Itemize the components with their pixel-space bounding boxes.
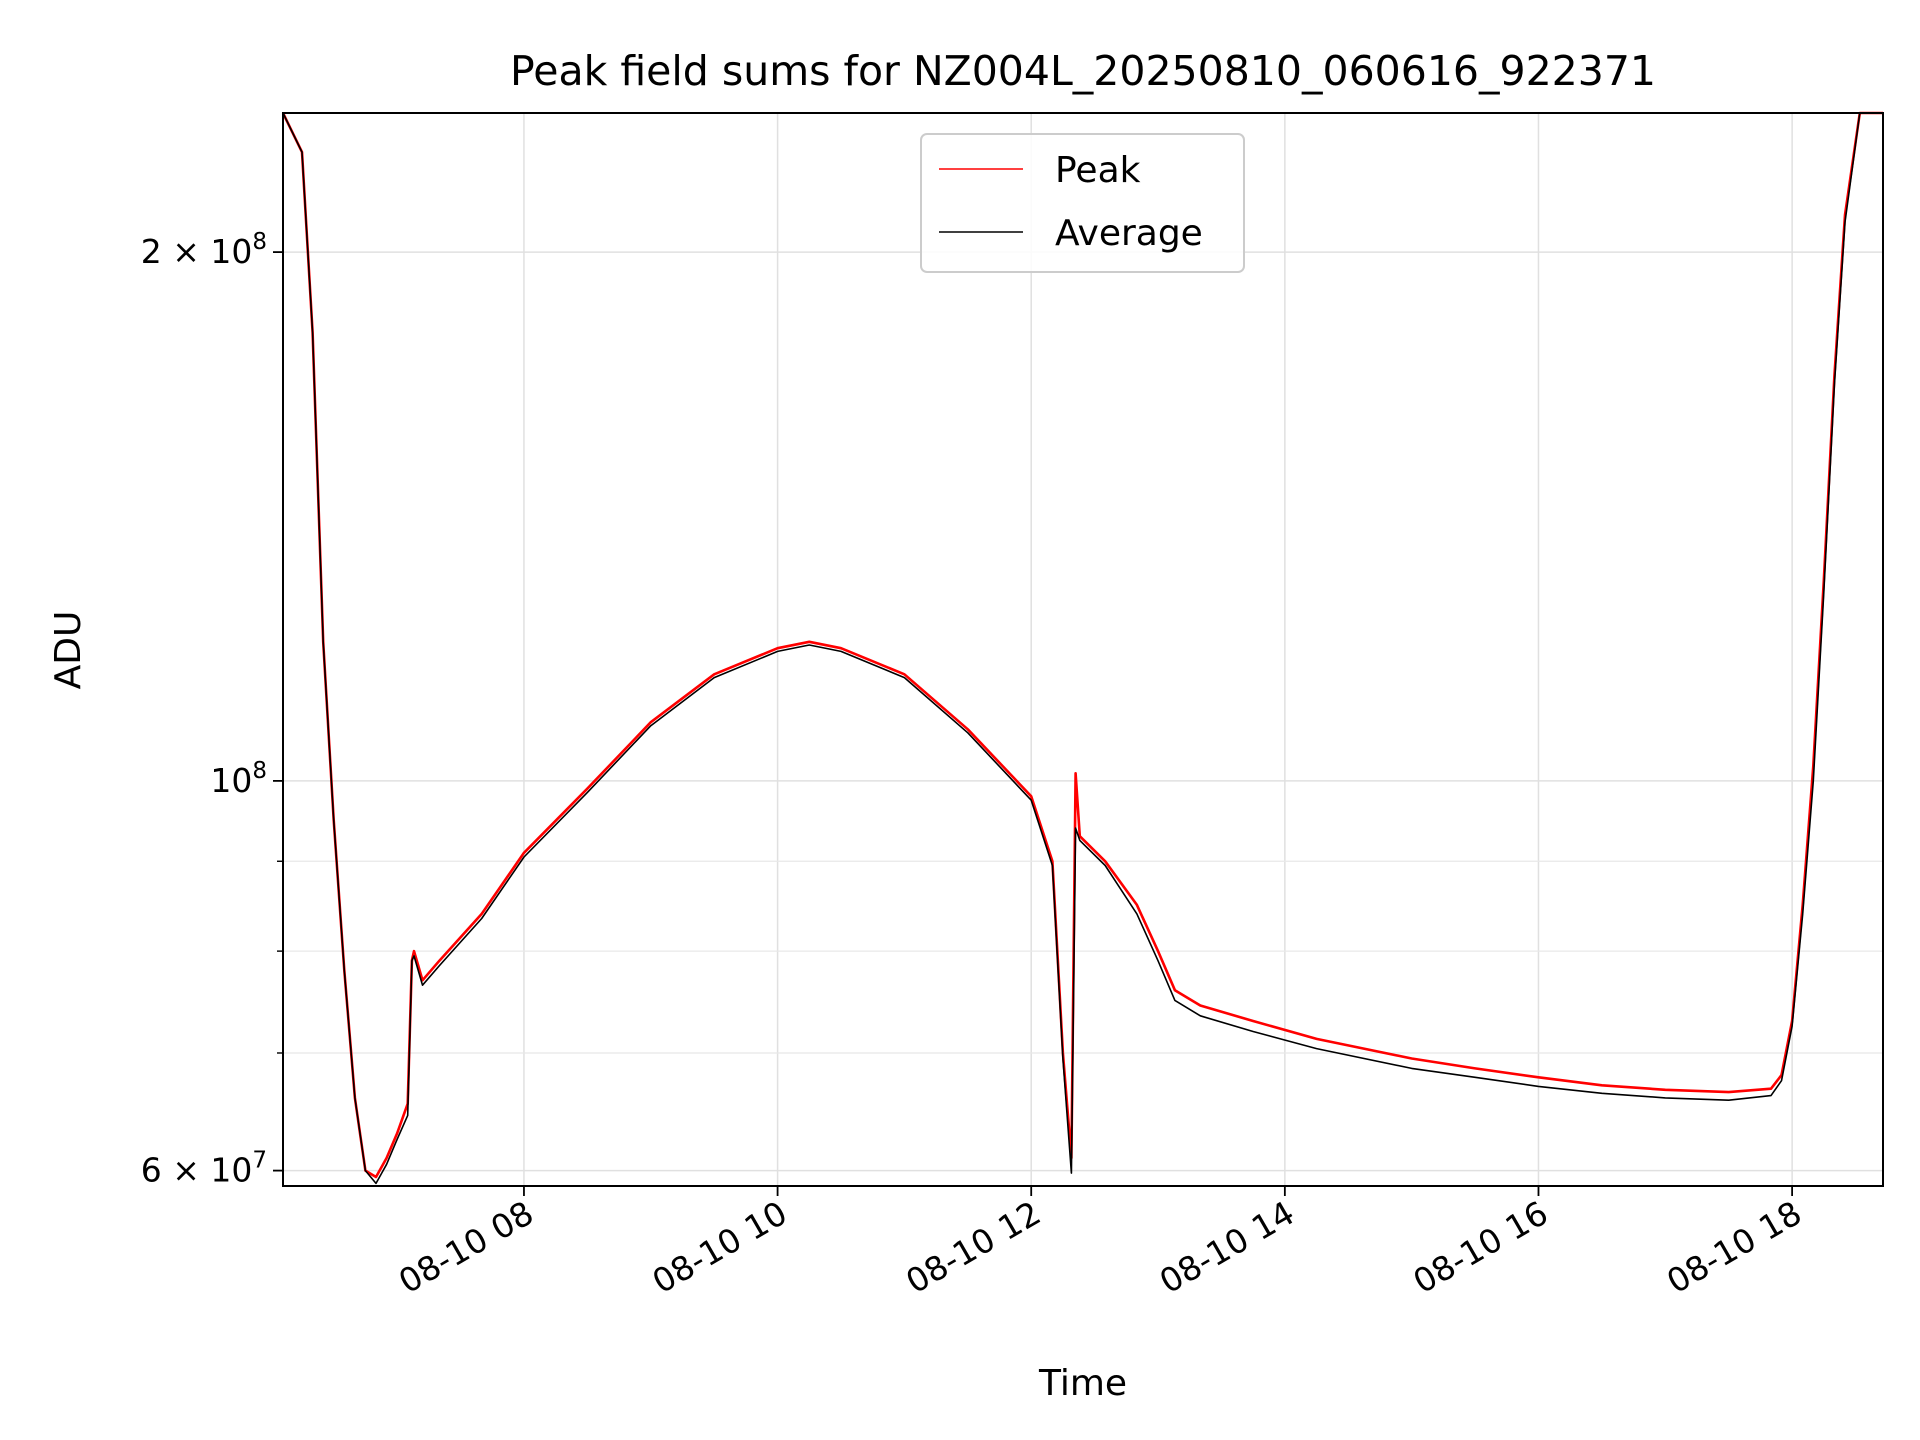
axes-frame: [282, 112, 1884, 1187]
legend-label-average: Average: [1055, 213, 1203, 254]
plot-area: [281, 111, 1883, 1185]
chart-title: Peak field sums for NZ004L_20250810_0606…: [510, 47, 1656, 95]
y-tick-label: 6 × 107: [141, 1148, 267, 1190]
y-tick-label: 2 × 108: [141, 229, 267, 271]
y-tick-label: 108: [210, 758, 267, 800]
y-axis-label: ADU: [48, 611, 89, 690]
legend: Peak Average: [920, 133, 1245, 273]
y-axis: 6 × 107 108 2 × 108: [141, 229, 283, 1190]
series-line-average: [282, 112, 1883, 1185]
x-axis-label: Time: [1038, 1363, 1127, 1404]
series-line-peak: [281, 111, 1883, 1179]
legend-label-peak: Peak: [1055, 150, 1141, 191]
